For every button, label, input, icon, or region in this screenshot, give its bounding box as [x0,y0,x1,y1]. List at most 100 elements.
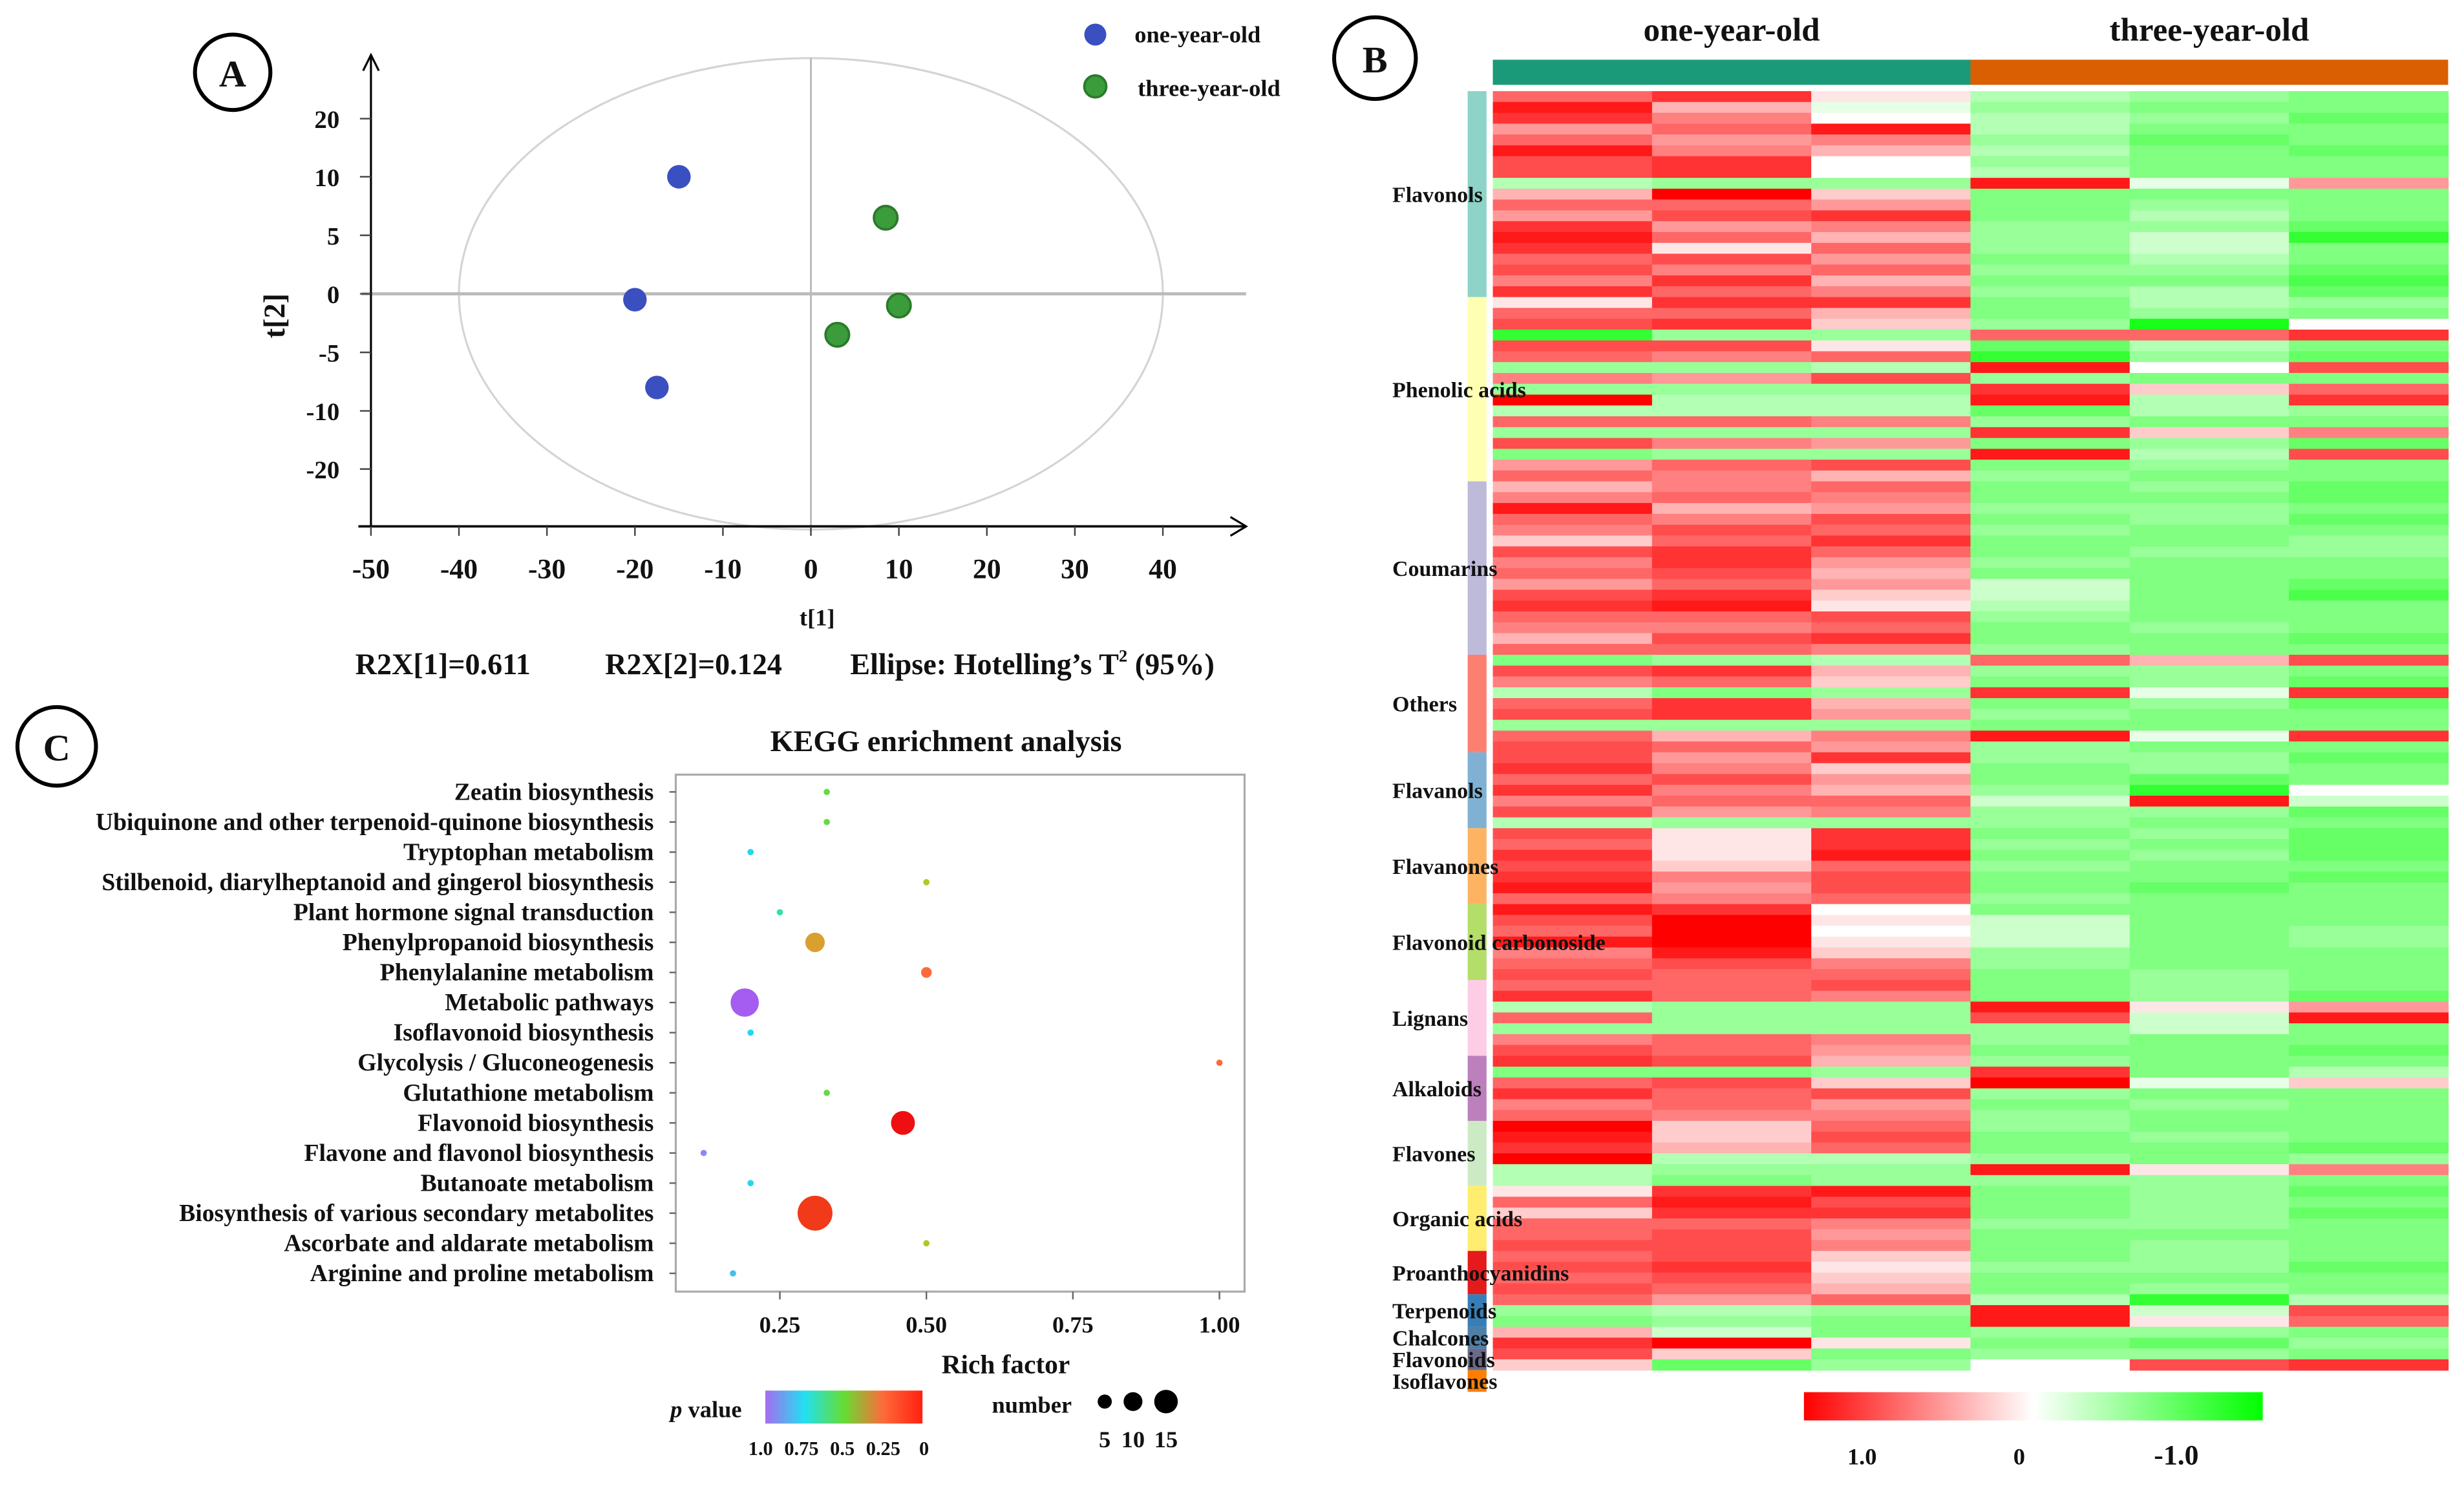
heatmap-cell [1811,156,1971,168]
heatmap-cell [1970,427,2130,439]
heatmap-cell [1970,156,2130,168]
panel-label-b: B [1332,15,1418,101]
heatmap-cell [1652,156,1812,168]
heatmap-cell [1811,101,1971,114]
heatmap-cell [2129,860,2289,873]
pathway-label: Butanoate metabolism [421,1169,654,1196]
heatmap-cell [2289,590,2449,601]
x-tick-label: 40 [1149,554,1177,585]
panel-label-c-text: C [43,727,70,769]
heatmap-cell [1970,1067,2130,1078]
pathway-point [923,1240,930,1247]
heatmap-cell [1652,1174,1812,1187]
heatmap-cell [1970,372,2130,385]
heatmap-cell [1811,231,1971,244]
p-value-tick-label: 0.25 [866,1438,900,1460]
heatmap-cell [2129,839,2289,851]
heatmap-scale-label-low: -1.0 [2154,1440,2198,1471]
heatmap-cell [2129,687,2289,699]
heatmap-cell [1492,1207,1653,1219]
heatmap-cell [1652,188,1812,200]
heatmap-cell [2289,394,2449,407]
heatmap-cell [1970,590,2130,601]
heatmap-cell [1492,1348,1653,1360]
heatmap-cell [1970,242,2130,255]
heatmap-cell [1652,958,1812,970]
heatmap-cell [1970,633,2130,644]
heatmap-cell [1492,1262,1653,1273]
heatmap-cell [2129,698,2289,710]
heatmap-cell [1811,882,1971,894]
heatmap-cell [1970,611,2130,623]
heatmap-cell [2289,611,2449,623]
ellipse-stat-suffix: (95%) [1127,648,1215,681]
heatmap-cell [1492,1001,1653,1014]
heatmap-cell [1811,264,1971,276]
heatmap-cell [1492,1153,1653,1165]
heatmap-cell [1811,286,1971,298]
heatmap-cell [1970,958,2130,970]
heatmap-cell [2129,1077,2289,1089]
heatmap-cell [2129,362,2289,374]
heatmap-cell [2129,644,2289,655]
heatmap-cell [1492,513,1653,526]
heatmap-cell [1492,1045,1653,1057]
heatmap-cell [2289,1045,2449,1057]
heatmap-cell [2129,231,2289,244]
heatmap-cell [1970,535,2130,547]
heatmap-cell [1492,730,1653,742]
heatmap-cell [1492,427,1653,439]
heatmap-cell [1970,416,2130,428]
heatmap-cell [1970,926,2130,937]
heatmap-cell [1492,492,1653,504]
heatmap-cell [1811,958,1971,970]
heatmap-cell [2289,1272,2449,1284]
heatmap-cell [1811,167,1971,178]
heatmap-cell [1492,167,1653,178]
panel-label-b-text: B [1363,39,1388,81]
heatmap-cell [2289,329,2449,341]
heatmap-cell [2289,828,2449,840]
heatmap-cell [1811,145,1971,157]
heatmap-cell [2129,622,2289,634]
heatmap-cell [1811,665,1971,677]
heatmap-cell [1970,568,2130,580]
heatmap-cell [2289,1142,2449,1154]
heatmap-cell [2289,1153,2449,1165]
heatmap-cell [1970,1251,2130,1262]
heatmap-cell [2129,936,2289,948]
category-bar [1467,904,1487,981]
heatmap-cell [1492,134,1653,146]
pathway-point [797,1195,833,1231]
heatmap-cell [1652,752,1812,764]
heatmap-cell [1492,362,1653,374]
heatmap-cell [2289,763,2449,775]
heatmap-cell [1492,242,1653,255]
heatmap-cell [2129,319,2289,330]
heatmap-cell [1811,492,1971,504]
heatmap-cell [1492,286,1653,298]
heatmap-cell [1492,503,1653,515]
heatmap-cell [1652,871,1812,883]
heatmap-cell [1970,405,2130,417]
heatmap-cell [2129,1305,2289,1317]
heatmap-cell [1652,990,1812,1003]
heatmap-cell [1492,665,1653,677]
heatmap-cell [2289,1174,2449,1187]
heatmap-cell [1652,221,1812,233]
y-tick-label: -5 [319,340,339,368]
heatmap-cell [2129,969,2289,981]
heatmap-cell [2289,665,2449,677]
heatmap-cell [1970,622,2130,634]
pathway-label: Stilbenoid, diarylheptanoid and gingerol… [101,869,653,896]
heatmap-cell [1970,1056,2130,1067]
group-bar-one-year-old [1492,59,1971,85]
heatmap-cell [1652,676,1812,688]
heatmap-cell [1652,210,1812,222]
heatmap-cell [1811,253,1971,266]
number-legend-title: number [992,1392,1072,1418]
heatmap-cell [1652,524,1812,537]
heatmap-cell [1492,383,1653,396]
heatmap-cell [2129,1142,2289,1154]
heatmap-cell [2289,1185,2449,1198]
